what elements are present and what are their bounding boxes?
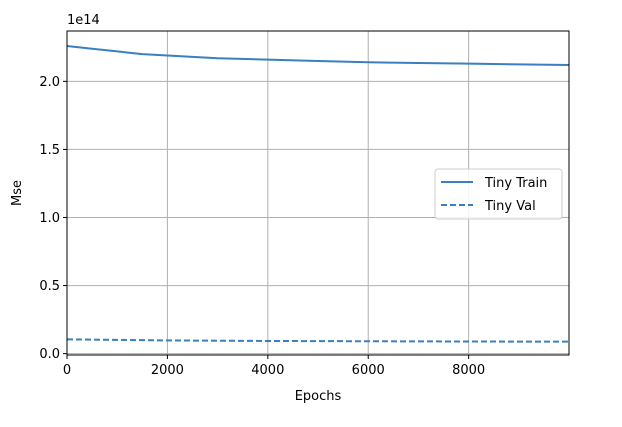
x-tick-label: 2000	[151, 363, 184, 378]
x-tick-label: 0	[63, 363, 71, 378]
series-line-tiny-val	[66, 338, 570, 343]
legend-label: Tiny Train	[484, 176, 547, 191]
y-tick-label: 1.5	[39, 143, 60, 158]
x-tick-label: 8000	[452, 363, 485, 378]
y-axis-label: Mse	[10, 180, 25, 206]
legend-label: Tiny Val	[484, 199, 536, 214]
legend: Tiny Train Tiny Val	[434, 168, 563, 220]
y-tick-label: 0.0	[39, 347, 60, 362]
x-axis-label: Epochs	[295, 389, 342, 404]
x-axis-ticks: 0 2000 4000 6000 8000	[63, 355, 485, 378]
series-lines	[66, 44, 570, 343]
x-tick-label: 6000	[352, 363, 385, 378]
y-axis-ticks: 0.0 0.5 1.0 1.5 2.0	[39, 75, 67, 362]
plot-frame	[66, 30, 570, 356]
y-tick-label: 0.5	[39, 279, 60, 294]
y-tick-label: 2.0	[39, 75, 60, 90]
series-line-tiny-train	[66, 44, 570, 67]
y-tick-label: 1.0	[39, 211, 60, 226]
x-tick-label: 4000	[251, 363, 284, 378]
y-offset-label: 1e14	[67, 13, 100, 28]
